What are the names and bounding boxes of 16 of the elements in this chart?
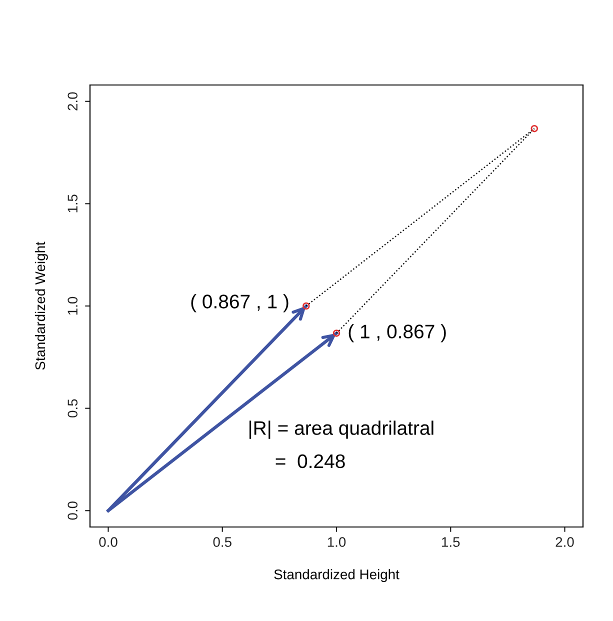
annotation: = 0.248 xyxy=(276,454,345,468)
x-axis-title: Standardized Height xyxy=(274,569,400,582)
y-tick-label: 1.5 xyxy=(68,194,78,212)
x-tick-label: 0.5 xyxy=(213,537,232,547)
y-tick-label: 1.0 xyxy=(68,296,78,315)
x-tick-label: 1.5 xyxy=(442,537,460,547)
annotation: ( 1 , 0.867 ) xyxy=(348,324,446,342)
x-tick-label: 1.0 xyxy=(328,537,346,547)
y-tick-label: 0.5 xyxy=(68,399,78,418)
annotation: ( 0.867 , 1 ) xyxy=(191,294,288,312)
y-tick-label: 2.0 xyxy=(68,92,78,110)
y-axis-title: Standardized Weight xyxy=(34,242,48,370)
x-tick-label: 2.0 xyxy=(556,537,574,547)
y-tick-label: 0.0 xyxy=(68,502,78,520)
x-tick-label: 0.0 xyxy=(99,537,118,547)
annotation: |R| = area quadrilatral xyxy=(250,420,434,439)
